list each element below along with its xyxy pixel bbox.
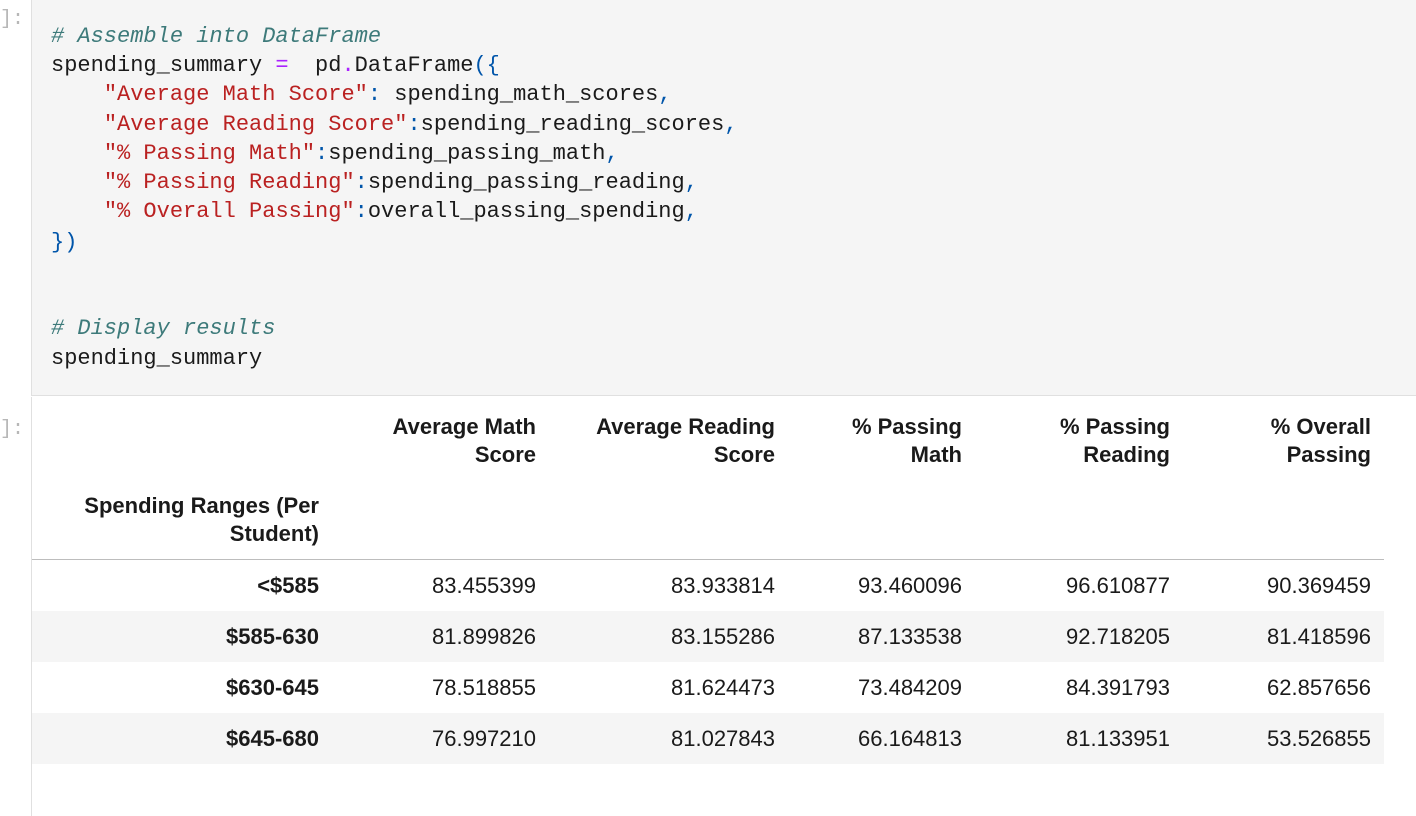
table-row: $645-680 76.997210 81.027843 66.164813 8… — [32, 713, 1384, 764]
table-cell: 96.610877 — [1066, 573, 1170, 598]
index-corner — [32, 413, 319, 492]
table-cell: 90.369459 — [1267, 573, 1371, 598]
dataframe-table: Average Math Score Average Reading Score %… — [32, 413, 1384, 764]
row-label: $585-630 — [226, 624, 319, 649]
code-dict-line: "% Passing Reading":spending_passing_rea… — [103, 170, 698, 195]
table-cell: 81.624473 — [671, 675, 775, 700]
table-cell: 66.164813 — [858, 726, 962, 751]
table-cell: 93.460096 — [858, 573, 962, 598]
column-header: Average Reading Score — [596, 414, 775, 467]
table-cell: 76.997210 — [432, 726, 536, 751]
code-comment-line: # Display results — [51, 316, 276, 341]
code-dict-line: "% Overall Passing":overall_passing_spen… — [103, 199, 698, 224]
column-header: % Passing Reading — [1059, 414, 1170, 467]
index-name-row: Spending Ranges (Per Student) — [32, 492, 1384, 560]
table-cell: 83.933814 — [671, 573, 775, 598]
table-cell: 81.899826 — [432, 624, 536, 649]
code-cell[interactable]: # Assemble into DataFrame spending_summa… — [31, 0, 1416, 396]
table-row: <$585 83.455399 83.933814 93.460096 96.6… — [32, 560, 1384, 611]
column-header: % Passing Math — [851, 414, 962, 467]
code-dict-line: "Average Reading Score":spending_reading… — [103, 112, 738, 137]
table-cell: 73.484209 — [858, 675, 962, 700]
row-label: $630-645 — [226, 675, 319, 700]
table-cell: 84.391793 — [1066, 675, 1170, 700]
table-header-row: Average Math Score Average Reading Score %… — [32, 413, 1384, 492]
code-assign-line: spending_summary = pd.DataFrame({ — [51, 53, 500, 78]
column-header: % Overall Passing — [1270, 414, 1371, 467]
column-header: Average Math Score — [392, 414, 536, 467]
table-cell: 83.455399 — [432, 573, 536, 598]
table-cell: 81.418596 — [1267, 624, 1371, 649]
table-cell: 53.526855 — [1267, 726, 1371, 751]
input-prompt: ]: — [0, 8, 25, 31]
code-close-line: }) — [51, 230, 78, 255]
table-cell: 78.518855 — [432, 675, 536, 700]
table-row: $630-645 78.518855 81.624473 73.484209 8… — [32, 662, 1384, 713]
table-cell: 83.155286 — [671, 624, 775, 649]
output-area: Average Math Score Average Reading Score %… — [31, 397, 1416, 816]
row-label: <$585 — [257, 573, 319, 598]
table-cell: 62.857656 — [1267, 675, 1371, 700]
table-cell: 81.133951 — [1066, 726, 1170, 751]
row-label: $645-680 — [226, 726, 319, 751]
code-dict-line: "Average Math Score": spending_math_scor… — [103, 82, 672, 107]
table-cell: 92.718205 — [1066, 624, 1170, 649]
table-cell: 81.027843 — [671, 726, 775, 751]
code-comment-line: # Assemble into DataFrame — [51, 24, 382, 49]
output-prompt: ]: — [0, 418, 25, 441]
table-row: $585-630 81.899826 83.155286 87.133538 9… — [32, 611, 1384, 662]
table-cell: 87.133538 — [858, 624, 962, 649]
index-name-header: Spending Ranges (Per Student) — [84, 493, 319, 546]
code-output-line: spending_summary — [51, 346, 263, 371]
code-dict-line: "% Passing Math":spending_passing_math, — [103, 141, 619, 166]
